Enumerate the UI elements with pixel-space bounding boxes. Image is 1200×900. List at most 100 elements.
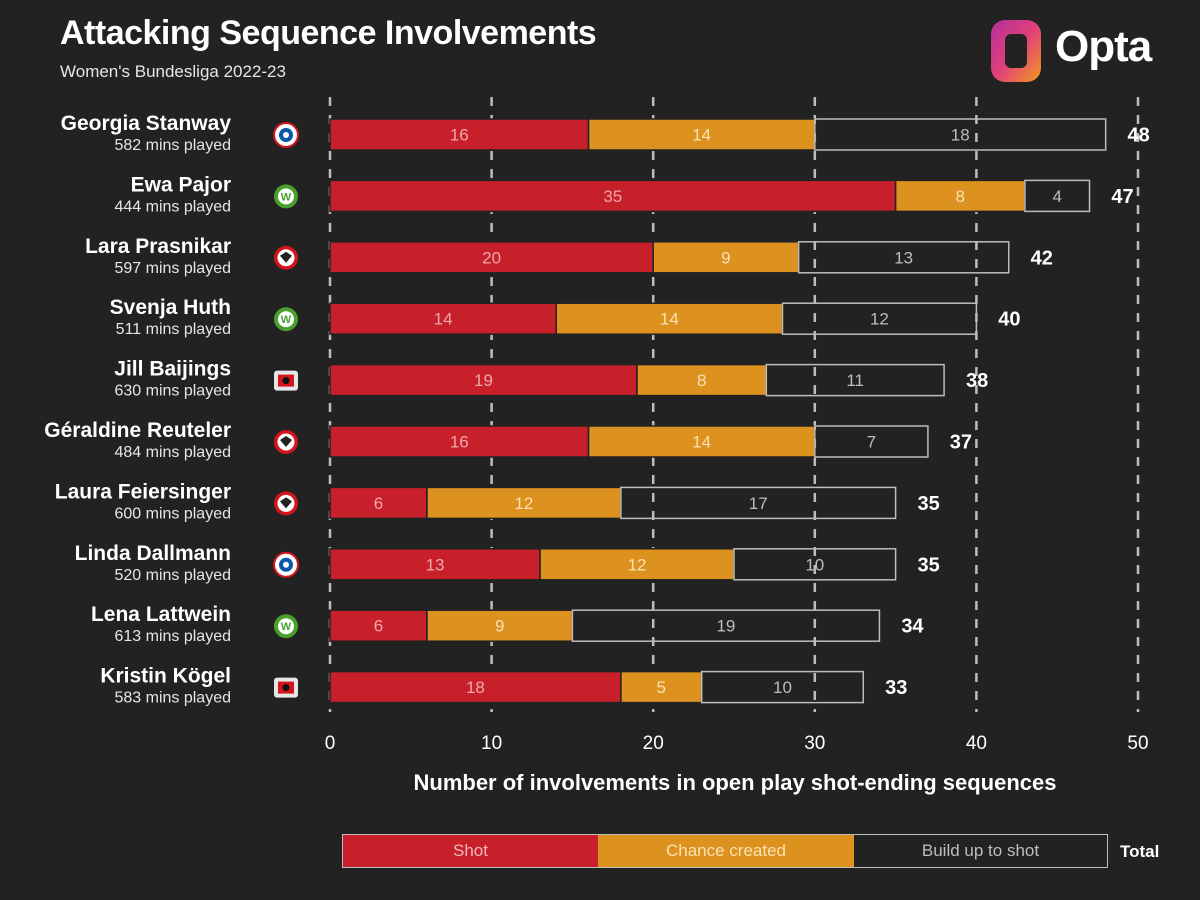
player-row: Lara Prasnikar 597 mins played 20 9 13 42	[85, 235, 1053, 277]
segment-value-label: 8	[697, 371, 706, 390]
crest-dot	[282, 684, 290, 692]
total-value-label: 35	[917, 493, 939, 515]
segment-value-label: 18	[466, 678, 485, 697]
segment-value-label: 10	[773, 678, 792, 697]
minutes-played: 630 mins played	[114, 383, 231, 400]
bar-build-up	[571, 609, 881, 642]
total-value-label: 35	[917, 554, 939, 576]
minutes-played: 484 mins played	[114, 444, 231, 461]
segment-value-label: 4	[1052, 187, 1061, 206]
player-name: Laura Feiersinger	[55, 480, 231, 503]
minutes-played: 613 mins played	[114, 628, 231, 645]
player-name: Kristin Kögel	[100, 665, 231, 688]
minutes-played: 583 mins played	[114, 690, 231, 707]
segment-value-label: 14	[692, 126, 711, 145]
x-tick-label: 20	[643, 733, 664, 754]
bar-build-up	[733, 548, 897, 581]
minutes-played: 444 mins played	[114, 198, 231, 215]
bar-build-up	[1024, 179, 1091, 213]
eagle-shape	[280, 251, 292, 263]
chart-title: Attacking Sequence Involvements	[60, 14, 597, 52]
player-name: Lara Prasnikar	[85, 235, 231, 258]
minutes-played: 511 mins played	[116, 321, 231, 338]
player-name: Georgia Stanway	[61, 112, 232, 135]
player-name: Svenja Huth	[110, 296, 231, 319]
segment-value-label: 19	[474, 371, 493, 390]
segment-value-label: 17	[749, 494, 768, 513]
x-tick-label: 10	[481, 733, 502, 754]
player-row: Ewa Pajor 444 mins played W 35 8 4 47	[114, 173, 1133, 215]
bar-chance-created	[652, 241, 800, 274]
segment-value-label: 9	[495, 617, 504, 636]
bar-build-up	[781, 302, 978, 335]
legend-build-up: Build up to shot	[854, 835, 1107, 867]
segment-value-label: 35	[603, 187, 622, 206]
bar-shot	[329, 609, 428, 642]
bar-shot	[329, 241, 654, 274]
crest-dot	[282, 377, 290, 385]
player-name: Jill Baijings	[114, 358, 231, 381]
segment-value-label: 8	[956, 187, 965, 206]
bar-build-up	[814, 118, 1107, 151]
player-row: Lena Lattwein 613 mins played W 6 9 19 34	[91, 603, 924, 645]
segment-value-label: 19	[716, 617, 735, 636]
segment-value-label: 14	[692, 433, 711, 452]
segment-value-label: 20	[482, 248, 501, 267]
player-row: Géraldine Reuteler 484 mins played 16 14 7 37	[44, 419, 972, 461]
bar-build-up	[797, 241, 1010, 274]
total-value-label: 42	[1031, 247, 1053, 269]
legend-total: Total	[1120, 842, 1160, 861]
bar-chance-created	[426, 486, 622, 520]
player-row: Georgia Stanway 582 mins played 16 14 18 48	[61, 112, 1150, 154]
crest-dot	[283, 132, 289, 138]
bar-build-up	[765, 363, 945, 397]
segment-value-label: 6	[374, 617, 383, 636]
total-value-label: 34	[901, 616, 924, 638]
minutes-played: 597 mins played	[114, 260, 231, 277]
minutes-played: 520 mins played	[114, 567, 231, 584]
x-tick-label: 40	[966, 733, 987, 754]
bar-chance-created	[587, 118, 816, 151]
segment-value-label: 13	[894, 248, 913, 267]
bar-shot	[329, 363, 638, 397]
total-value-label: 40	[998, 309, 1020, 331]
crest-letter: W	[281, 191, 292, 203]
total-value-label: 48	[1128, 125, 1150, 147]
crest-ring	[278, 311, 294, 328]
player-row: Laura Feiersinger 600 mins played 6 12 17 35	[55, 480, 940, 522]
bar-shot	[329, 486, 428, 520]
legend-shot: Shot	[343, 835, 598, 867]
x-axis-label: Number of involvements in open play shot…	[413, 770, 1057, 795]
x-tick-label: 0	[325, 733, 336, 754]
legend-chance-created: Chance created	[598, 835, 854, 867]
bar-chance-created	[636, 363, 768, 397]
segment-value-label: 12	[870, 310, 889, 329]
total-value-label: 38	[966, 370, 988, 392]
bar-build-up	[814, 425, 929, 458]
segment-value-label: 10	[805, 555, 824, 574]
bar-build-up	[620, 486, 897, 520]
player-row: Linda Dallmann 520 mins played 13 12 10 35	[75, 542, 940, 584]
segment-value-label: 14	[660, 310, 679, 329]
crest-ring	[278, 618, 294, 635]
legend: Shot Chance created Build up to shot	[342, 834, 1108, 868]
player-row: Svenja Huth 511 mins played W 14 14 12 40	[110, 296, 1021, 338]
crest-ring	[278, 188, 294, 205]
x-tick-label: 50	[1127, 733, 1148, 754]
total-value-label: 33	[885, 677, 907, 699]
segment-value-label: 18	[951, 126, 970, 145]
segment-value-label: 7	[867, 433, 876, 452]
segment-value-label: 12	[628, 555, 647, 574]
bar-chance-created	[620, 670, 703, 704]
x-tick-label: 30	[804, 733, 825, 754]
segment-value-label: 16	[450, 126, 469, 145]
eagle-shape	[280, 436, 292, 447]
segment-value-label: 16	[450, 433, 469, 452]
segment-value-label: 12	[514, 494, 533, 513]
player-row: Kristin Kögel 583 mins played 18 5 10 33	[100, 665, 907, 707]
minutes-played: 582 mins played	[114, 137, 231, 154]
bar-build-up	[700, 670, 865, 704]
eagle-shape	[280, 497, 292, 509]
player-name: Lena Lattwein	[91, 603, 231, 626]
